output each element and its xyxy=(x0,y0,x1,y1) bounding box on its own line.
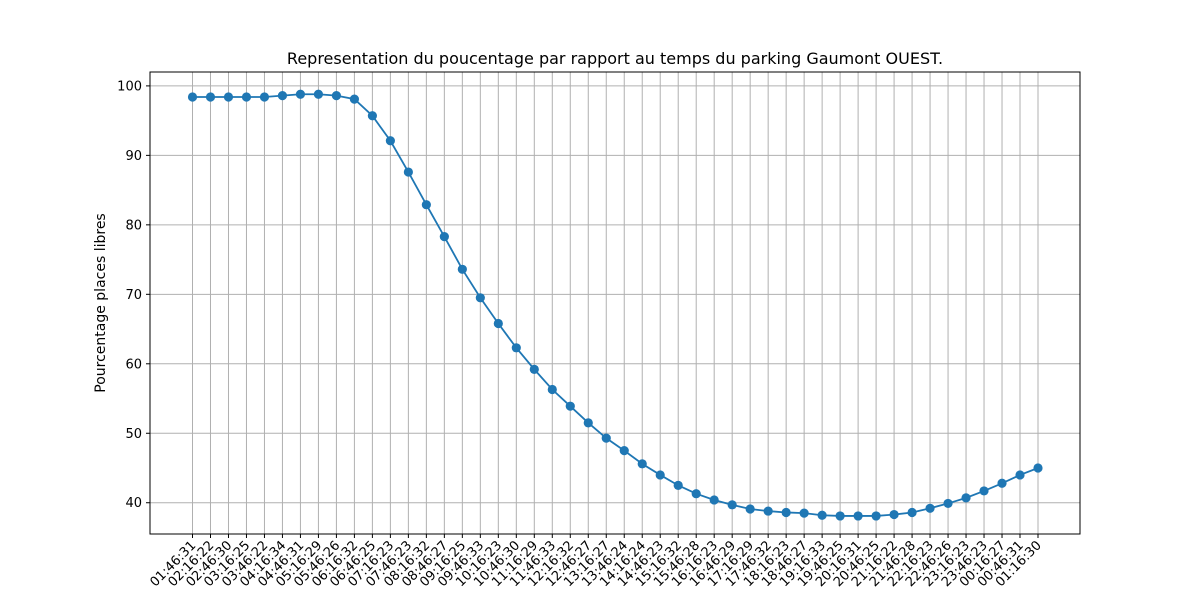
y-tick-label: 90 xyxy=(125,149,142,164)
data-point xyxy=(277,91,288,101)
data-point xyxy=(961,493,971,503)
y-tick-label: 80 xyxy=(125,218,142,233)
y-axis-label: Pourcentage places libres xyxy=(93,213,109,392)
data-point xyxy=(889,509,899,520)
data-point xyxy=(925,503,935,513)
y-tick-label: 50 xyxy=(125,427,142,442)
data-point xyxy=(943,498,953,509)
chart-title: Representation du poucentage par rapport… xyxy=(287,49,943,68)
data-point xyxy=(475,293,485,303)
data-point xyxy=(493,318,503,329)
series-line xyxy=(192,93,1039,517)
data-point xyxy=(997,478,1007,488)
data-point xyxy=(691,489,701,499)
data-point xyxy=(511,343,521,353)
data-point xyxy=(799,508,809,518)
data-point xyxy=(223,92,234,102)
y-tick-label: 60 xyxy=(125,357,142,372)
data-point xyxy=(871,511,881,521)
y-tick-label: 100 xyxy=(117,79,142,94)
data-point xyxy=(259,92,270,102)
data-point xyxy=(673,480,683,490)
data-point xyxy=(439,232,449,242)
data-point xyxy=(187,92,198,102)
data-point xyxy=(853,511,863,521)
data-point xyxy=(457,264,467,274)
data-point xyxy=(637,459,647,469)
data-point xyxy=(295,89,306,99)
data-point xyxy=(601,433,611,443)
data-point xyxy=(727,500,737,510)
data-point xyxy=(529,364,539,374)
data-point xyxy=(817,510,827,520)
data-point xyxy=(349,94,360,104)
data-point xyxy=(619,446,629,456)
data-point xyxy=(421,200,431,210)
data-point xyxy=(709,495,719,505)
data-point xyxy=(385,136,395,146)
data-point xyxy=(565,401,575,411)
data-point xyxy=(583,418,593,428)
data-point xyxy=(1015,470,1025,480)
y-tick-label: 40 xyxy=(125,496,142,511)
data-point xyxy=(241,92,252,102)
data-point xyxy=(655,470,665,480)
data-point xyxy=(331,91,342,101)
data-point xyxy=(907,507,917,518)
data-series xyxy=(187,89,1043,521)
data-point xyxy=(835,511,845,521)
data-point xyxy=(979,486,989,496)
y-tick-label: 70 xyxy=(125,288,142,303)
data-point xyxy=(403,167,413,177)
data-point xyxy=(745,504,755,514)
grid-lines xyxy=(150,72,1080,534)
plot-area-frame xyxy=(149,71,1081,535)
data-point xyxy=(313,89,324,99)
data-point xyxy=(1033,463,1043,473)
data-point xyxy=(547,384,557,395)
data-point xyxy=(781,507,791,518)
data-point xyxy=(763,506,773,516)
data-point xyxy=(205,92,216,102)
data-point xyxy=(367,111,377,121)
